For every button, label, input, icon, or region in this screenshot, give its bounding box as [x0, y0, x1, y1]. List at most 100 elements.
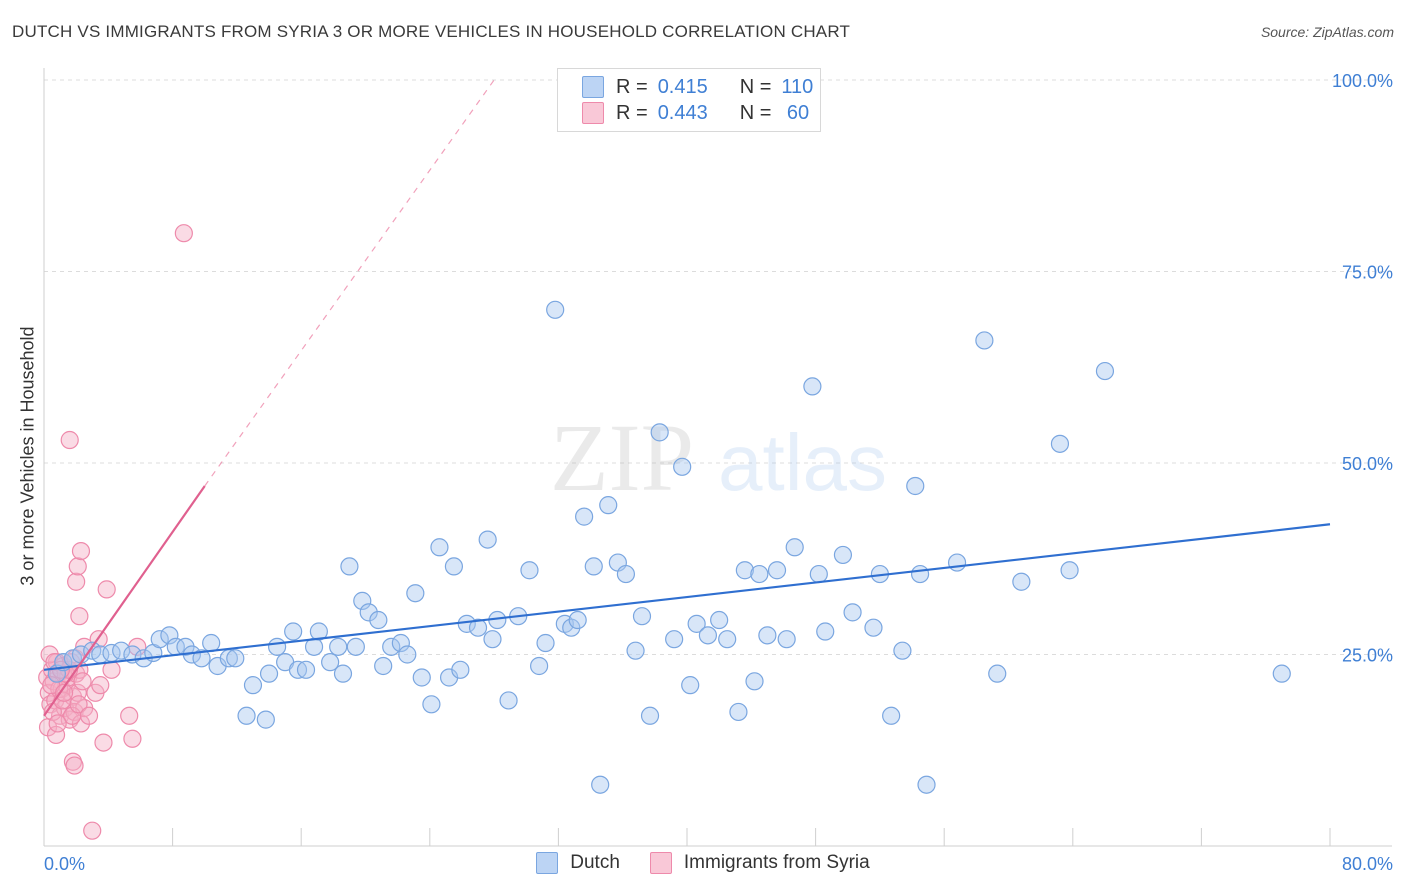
tick-labels: 100.0% 75.0% 50.0% 25.0% 0.0% 80.0%: [44, 71, 1393, 874]
dutch-point: [575, 507, 594, 526]
syria-trend-extension: [204, 79, 495, 487]
legend-row-dutch: R = 0.415 N = 110: [582, 75, 813, 99]
dutch-point: [536, 633, 555, 653]
y-tick-label: 100.0%: [1332, 71, 1393, 91]
syria-r-value: 0.443: [657, 101, 708, 124]
dutch-point: [591, 775, 610, 794]
syria-point: [91, 676, 110, 695]
dutch-point: [202, 633, 221, 653]
dutch-point: [296, 660, 316, 679]
dutch-point: [681, 676, 700, 695]
dutch-point: [650, 423, 669, 442]
dutch-legend-label: Dutch: [570, 852, 620, 873]
syria-point: [73, 672, 92, 691]
syria-n-label: N =: [739, 101, 772, 124]
chart-title: DUTCH VS IMMIGRANTS FROM SYRIA 3 OR MORE…: [12, 22, 851, 41]
dutch-point: [478, 530, 497, 549]
dutch-trend-line: [43, 523, 1331, 671]
syria-point: [69, 695, 88, 714]
dutch-point: [520, 561, 539, 580]
dutch-point: [584, 557, 603, 576]
dutch-point: [917, 775, 936, 794]
dutch-point: [237, 706, 256, 725]
watermark-atlas: atlas: [718, 418, 887, 507]
dutch-point: [1272, 664, 1291, 683]
gridlines: [44, 79, 1392, 655]
dutch-point: [530, 656, 549, 676]
syria-legend-swatch: [649, 852, 672, 874]
dutch-point: [112, 641, 131, 660]
syria-point: [65, 756, 84, 775]
dutch-point: [988, 664, 1007, 683]
dutch-point: [369, 610, 388, 630]
x-tick-label: 80.0%: [1342, 854, 1393, 874]
dutch-point: [340, 557, 359, 576]
dutch-point: [843, 603, 862, 622]
y-axis-label: 3 or more Vehicles in Household: [17, 326, 38, 586]
dutch-point: [259, 664, 279, 683]
dutch-point: [833, 545, 853, 565]
dutch-point: [412, 668, 431, 687]
syria-point: [79, 706, 99, 725]
dutch-point: [499, 691, 518, 710]
syria-point: [48, 714, 67, 733]
dutch-point: [226, 649, 245, 668]
dutch-point: [150, 630, 169, 649]
syria-legend-label: Immigrants from Syria: [683, 852, 870, 873]
dutch-point: [906, 476, 925, 496]
dutch-point: [616, 564, 636, 584]
series-syria-points: [38, 224, 193, 840]
dutch-point: [665, 630, 684, 649]
dutch-point: [1050, 434, 1070, 453]
series-dutch-points: [47, 300, 1291, 794]
syria-point: [60, 430, 79, 450]
dutch-point: [1060, 561, 1079, 580]
dutch-point: [1012, 572, 1031, 591]
dutch-point: [745, 672, 764, 691]
syria-point: [174, 224, 193, 243]
dutch-point: [406, 584, 425, 603]
syria-point: [123, 729, 142, 748]
dutch-point: [809, 564, 828, 584]
dutch-point: [882, 706, 901, 725]
dutch-point: [256, 710, 275, 729]
dutch-point: [687, 614, 706, 633]
dutch-point: [192, 649, 211, 668]
dutch-point: [816, 622, 835, 641]
dutch-point: [430, 538, 449, 557]
dutch-point: [267, 637, 287, 656]
stats-legend: R = 0.415 N = 110 R = 0.443 N = 60: [557, 68, 821, 132]
dutch-point: [391, 633, 410, 653]
legend-item-syria[interactable]: Immigrants from Syria: [649, 852, 870, 874]
dutch-point: [333, 664, 353, 683]
syria-n-value: 60: [781, 101, 810, 124]
dutch-point: [444, 557, 464, 576]
dutch-n-label: N =: [739, 75, 772, 98]
y-tick-label: 50.0%: [1342, 454, 1393, 474]
dutch-point: [777, 630, 796, 649]
dutch-point: [729, 702, 748, 722]
dutch-point: [243, 676, 263, 695]
trend-lines: [43, 79, 1331, 717]
dutch-point: [698, 626, 717, 645]
dutch-point: [947, 553, 967, 572]
syria-point: [71, 541, 91, 561]
watermark-zip: ZIP: [550, 404, 694, 511]
syria-point: [46, 725, 66, 745]
dutch-point: [626, 641, 645, 660]
y-tick-label: 25.0%: [1342, 646, 1393, 666]
dutch-point: [309, 622, 328, 641]
dutch-point: [398, 645, 417, 664]
dutch-point: [864, 618, 883, 637]
dutch-swatch: [582, 76, 604, 98]
dutch-point: [640, 706, 660, 725]
axes: [43, 68, 1392, 847]
source-credit: Source: ZipAtlas.com: [1260, 24, 1394, 40]
dutch-point: [382, 637, 401, 656]
legend-item-dutch[interactable]: Dutch: [536, 852, 620, 874]
syria-r-label: R =: [616, 101, 648, 124]
dutch-point: [353, 591, 372, 610]
watermark: ZIP atlas: [550, 404, 887, 511]
syria-point: [67, 572, 86, 591]
